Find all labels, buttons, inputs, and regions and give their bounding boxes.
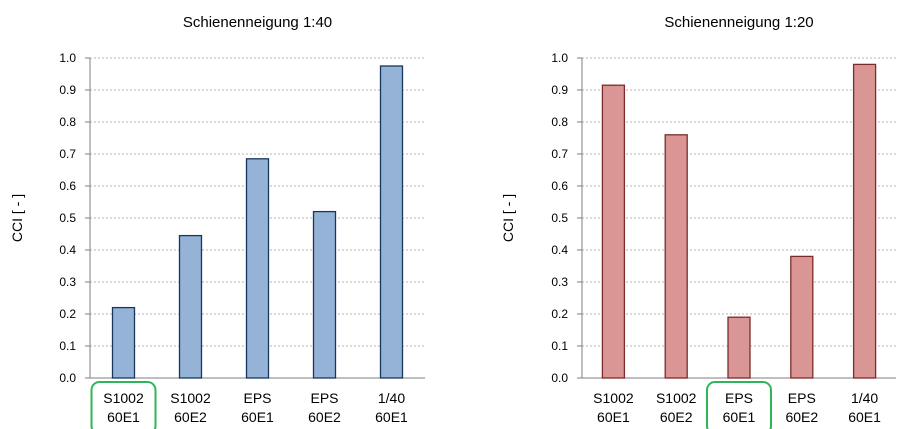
- x-category-label: 1/40: [378, 390, 405, 406]
- chart-1: Schienenneigung 1:40 CCI [ - ] 0.0 0.1 0.2 0.…: [9, 14, 425, 429]
- y-tick-label: 0.8: [551, 115, 568, 129]
- y-tick-label: 0.0: [551, 371, 568, 385]
- x-category-label: 60E2: [660, 409, 693, 425]
- x-category-label: 60E1: [241, 409, 274, 425]
- x-category-label: 60E2: [785, 409, 818, 425]
- bar-2: [178, 234, 203, 379]
- x-category-label: S1002: [656, 390, 697, 406]
- chart-title: Schienenneigung 1:40: [183, 14, 332, 31]
- x-category-label: S1002: [170, 390, 211, 406]
- y-tick-label: 0.4: [551, 243, 568, 257]
- y-tick-label: 0.5: [551, 211, 568, 225]
- y-tick-label: 0.2: [551, 307, 568, 321]
- x-category-label: 60E1: [375, 409, 408, 425]
- category-highlight-box: [90, 381, 157, 429]
- x-category-label: EPS: [788, 390, 816, 406]
- y-axis-label: CCI [ - ]: [500, 194, 516, 242]
- x-category-label: EPS: [310, 390, 338, 406]
- y-tick-label: 0.4: [59, 243, 76, 257]
- x-category-label: S1002: [593, 390, 634, 406]
- chart-title: Schienenneigung 1:20: [664, 14, 813, 31]
- x-category-label: 60E1: [597, 409, 630, 425]
- y-tick-label: 0.2: [59, 307, 76, 321]
- y-tick-label: 0.6: [59, 179, 76, 193]
- y-axis-label: CCI [ - ]: [9, 194, 25, 242]
- y-tick-label: 0.5: [59, 211, 76, 225]
- bar-2: [664, 134, 688, 379]
- x-category-label: S1002: [103, 390, 144, 406]
- bar-3: [727, 316, 751, 379]
- y-tick-label: 0.7: [59, 147, 76, 161]
- y-tick-label: 0.8: [59, 115, 76, 129]
- y-tick-label: 0.6: [551, 179, 568, 193]
- y-tick-label: 1.0: [59, 51, 76, 65]
- bar-4: [790, 255, 814, 379]
- y-tick-label: 1.0: [551, 51, 568, 65]
- x-category-label: 60E1: [723, 409, 756, 425]
- x-category-label: 60E2: [174, 409, 207, 425]
- x-category-label: EPS: [243, 390, 271, 406]
- x-category-label: 60E2: [308, 409, 341, 425]
- y-tick-label: 0.3: [551, 275, 568, 289]
- y-tick-label: 0.9: [551, 83, 568, 97]
- category-highlight-box: [706, 381, 772, 429]
- bar-1: [601, 84, 626, 379]
- x-category-label: 1/40: [851, 390, 878, 406]
- y-tick-label: 0.7: [551, 147, 568, 161]
- x-category-label: EPS: [725, 390, 753, 406]
- bar-1: [111, 306, 136, 379]
- y-tick-label: 0.1: [59, 339, 76, 353]
- y-tick-label: 0.9: [59, 83, 76, 97]
- bar-5: [852, 63, 877, 379]
- y-tick-label: 0.1: [551, 339, 568, 353]
- x-category-label: 60E1: [107, 409, 140, 425]
- y-tick-label: 0.3: [59, 275, 76, 289]
- x-category-label: 60E1: [848, 409, 881, 425]
- bar-5: [379, 65, 404, 379]
- bar-3: [245, 158, 270, 379]
- chart-2: Schienenneigung 1:20 CCI [ - ] 0.0 0.1 0.2 0.…: [500, 14, 896, 429]
- y-tick-label: 0.0: [59, 371, 76, 385]
- bar-4: [312, 210, 337, 379]
